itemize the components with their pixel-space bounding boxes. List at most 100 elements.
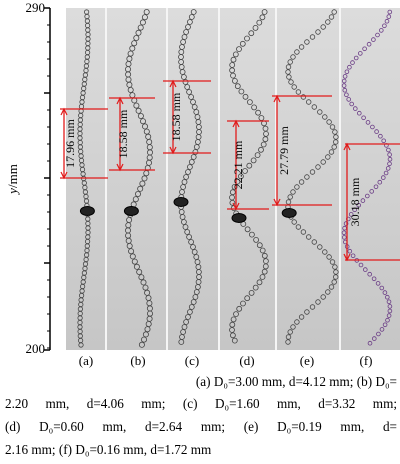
bubble-dot	[190, 99, 196, 105]
bubble-dot	[377, 179, 383, 185]
bubble-dot	[285, 64, 292, 70]
bubble-dot	[325, 154, 331, 160]
bubble-path-b	[123, 8, 153, 348]
measure-e: 27.79 mm	[272, 94, 332, 207]
bubble-dot	[287, 329, 293, 335]
bubble-dot	[291, 219, 297, 225]
bubble-dot	[237, 173, 244, 180]
bubble-dot	[132, 196, 139, 203]
bubble-dot	[387, 304, 393, 309]
bubble-dot	[188, 14, 195, 20]
bubble-dot	[141, 123, 148, 130]
bubble-dot	[133, 102, 140, 109]
photo-background	[66, 8, 400, 350]
bubble-dot	[375, 281, 381, 286]
bubble-dot	[387, 161, 392, 167]
bubble-dot	[346, 97, 352, 102]
caption-line-2: 2.20 mm, d=4.06 mm; (c) D₀=1.60 mm, d=3.…	[5, 396, 397, 411]
bubble-dot	[331, 144, 337, 150]
bubble-dot	[136, 268, 143, 275]
bubble-dot	[382, 322, 388, 328]
bubble-path-a	[77, 9, 95, 348]
arrow-down-icon	[116, 163, 124, 172]
y-tick-bottom: 200	[26, 341, 46, 356]
measure-label: 18.58 mm	[169, 92, 183, 141]
bubble-dot	[317, 109, 323, 115]
bubble-dot	[285, 334, 292, 340]
bubble-dot	[229, 67, 236, 74]
bubble-dot	[367, 340, 373, 346]
bubble-dot	[186, 19, 193, 25]
bubble-dot	[329, 124, 336, 130]
bubble-dot	[133, 263, 140, 270]
bubble-dot	[333, 269, 339, 275]
bubble-dot	[387, 308, 393, 314]
bubble-dot	[185, 314, 191, 320]
bubble-dot	[262, 136, 269, 143]
bubble-dot	[379, 327, 385, 332]
bubble-dot	[192, 149, 199, 155]
bubble-dot	[347, 64, 352, 70]
bubble-dot	[387, 152, 392, 157]
bubble-dot	[134, 190, 141, 197]
bubble-dot	[188, 304, 195, 310]
bubble-dot	[350, 253, 356, 259]
bubble-dot	[343, 221, 349, 226]
bubble-dot	[387, 9, 393, 15]
bubble-dot	[182, 224, 189, 230]
bubble-dot	[341, 78, 347, 84]
bubble-dot	[242, 168, 248, 174]
bubble-dot	[135, 107, 142, 114]
bubble-dot	[251, 104, 258, 111]
bubble-dot	[311, 239, 317, 245]
bubble-dot	[304, 174, 310, 180]
bubble-dot	[129, 253, 136, 260]
bubble-dot	[285, 339, 291, 345]
arrow-down-icon	[169, 146, 177, 155]
bubble-dot	[244, 295, 251, 302]
bubble-dot	[366, 41, 372, 47]
bubble-dot	[309, 34, 316, 40]
bubble-dot	[128, 248, 135, 255]
bubble-dot	[290, 54, 296, 60]
bubble-dot	[139, 118, 146, 125]
tracked-bubble	[79, 206, 95, 216]
bubble-dot	[261, 268, 268, 275]
bubble-dot	[129, 45, 136, 52]
bubble-dot	[252, 24, 259, 31]
bubble-paths	[77, 8, 393, 348]
bubble-dot	[233, 311, 239, 318]
arrow-up-icon	[116, 96, 124, 105]
bubble-dot	[385, 317, 390, 323]
bubble-dot	[375, 32, 380, 38]
bubble-dot	[255, 109, 262, 116]
bubble-dot	[309, 169, 316, 175]
tracked-bubble	[123, 206, 139, 216]
measure-label: 27.79 mm	[277, 126, 291, 175]
bubble-dot	[262, 263, 269, 270]
bubble-dot	[365, 120, 371, 125]
bubble-dot	[183, 174, 190, 180]
bubble-dot	[253, 236, 260, 243]
bubble-dot	[188, 239, 195, 245]
panel-label-f: (f)	[360, 353, 373, 368]
bubble-dot	[333, 139, 339, 145]
panel-label-e: (e)	[300, 353, 314, 368]
bubble-dot	[252, 284, 259, 291]
bubble-dot	[386, 313, 392, 318]
bubble-dot	[370, 124, 375, 130]
bubble-dot	[78, 342, 84, 348]
arrow-up-icon	[343, 142, 351, 151]
bubble-dot	[331, 9, 337, 15]
y-axis	[44, 7, 51, 351]
bubble-dot	[325, 19, 331, 25]
bubble-dot	[378, 28, 384, 33]
bubble-dot	[298, 44, 305, 50]
arrow-down-icon	[273, 198, 281, 207]
bubble-dot	[137, 24, 144, 31]
bubble-dot	[139, 180, 146, 187]
bubble-dot	[285, 199, 292, 205]
bubble-dot	[191, 249, 198, 255]
bubble-dot	[135, 29, 142, 36]
bubble-dot	[341, 230, 347, 236]
